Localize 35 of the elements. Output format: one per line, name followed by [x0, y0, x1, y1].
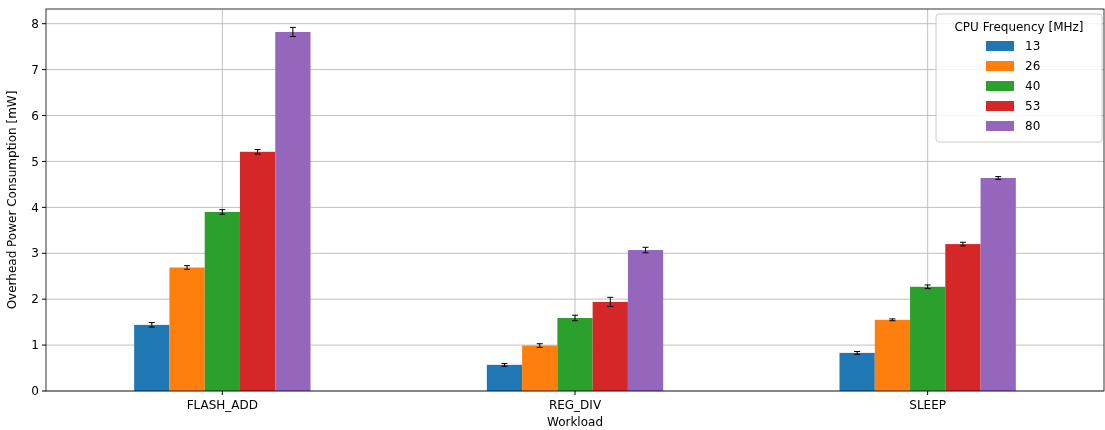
bar: [204, 211, 240, 391]
bar: [169, 267, 205, 391]
x-axis-title: Workload: [546, 415, 604, 429]
legend-label: 80: [1025, 119, 1041, 134]
bar: [557, 318, 593, 391]
y-tick-label: 4: [31, 200, 39, 215]
y-tick-label: 2: [31, 292, 39, 307]
y-tick-label: 7: [31, 62, 39, 77]
x-tick-label: REG_DIV: [548, 398, 602, 412]
bar: [275, 31, 311, 391]
bar: [134, 324, 170, 391]
bar: [874, 319, 911, 391]
bar: [522, 345, 558, 391]
y-tick-label: 6: [31, 108, 39, 123]
legend-label: 26: [1025, 59, 1041, 74]
x-tick-label: SLEEP: [909, 398, 947, 412]
legend-label: 40: [1025, 79, 1041, 94]
y-tick-label: 8: [31, 16, 39, 31]
legend-title: CPU Frequency [MHz]: [954, 20, 1084, 34]
bar: [910, 286, 946, 391]
y-tick-label: 0: [31, 384, 39, 399]
y-axis-title: Overhead Power Consumption [mW]: [5, 90, 19, 310]
legend-label: 13: [1025, 39, 1041, 54]
x-tick-label: FLASH_ADD: [186, 398, 259, 412]
bar: [486, 364, 523, 391]
legend-label: 53: [1025, 99, 1041, 114]
bar: [839, 352, 875, 391]
y-tick-label: 3: [31, 246, 39, 261]
bar: [980, 177, 1016, 391]
y-tick-label: 5: [31, 154, 39, 169]
bar: [627, 250, 664, 391]
y-tick-label: 1: [31, 338, 39, 353]
bar: [945, 244, 981, 391]
bar: [239, 151, 276, 391]
bar: [592, 301, 628, 391]
